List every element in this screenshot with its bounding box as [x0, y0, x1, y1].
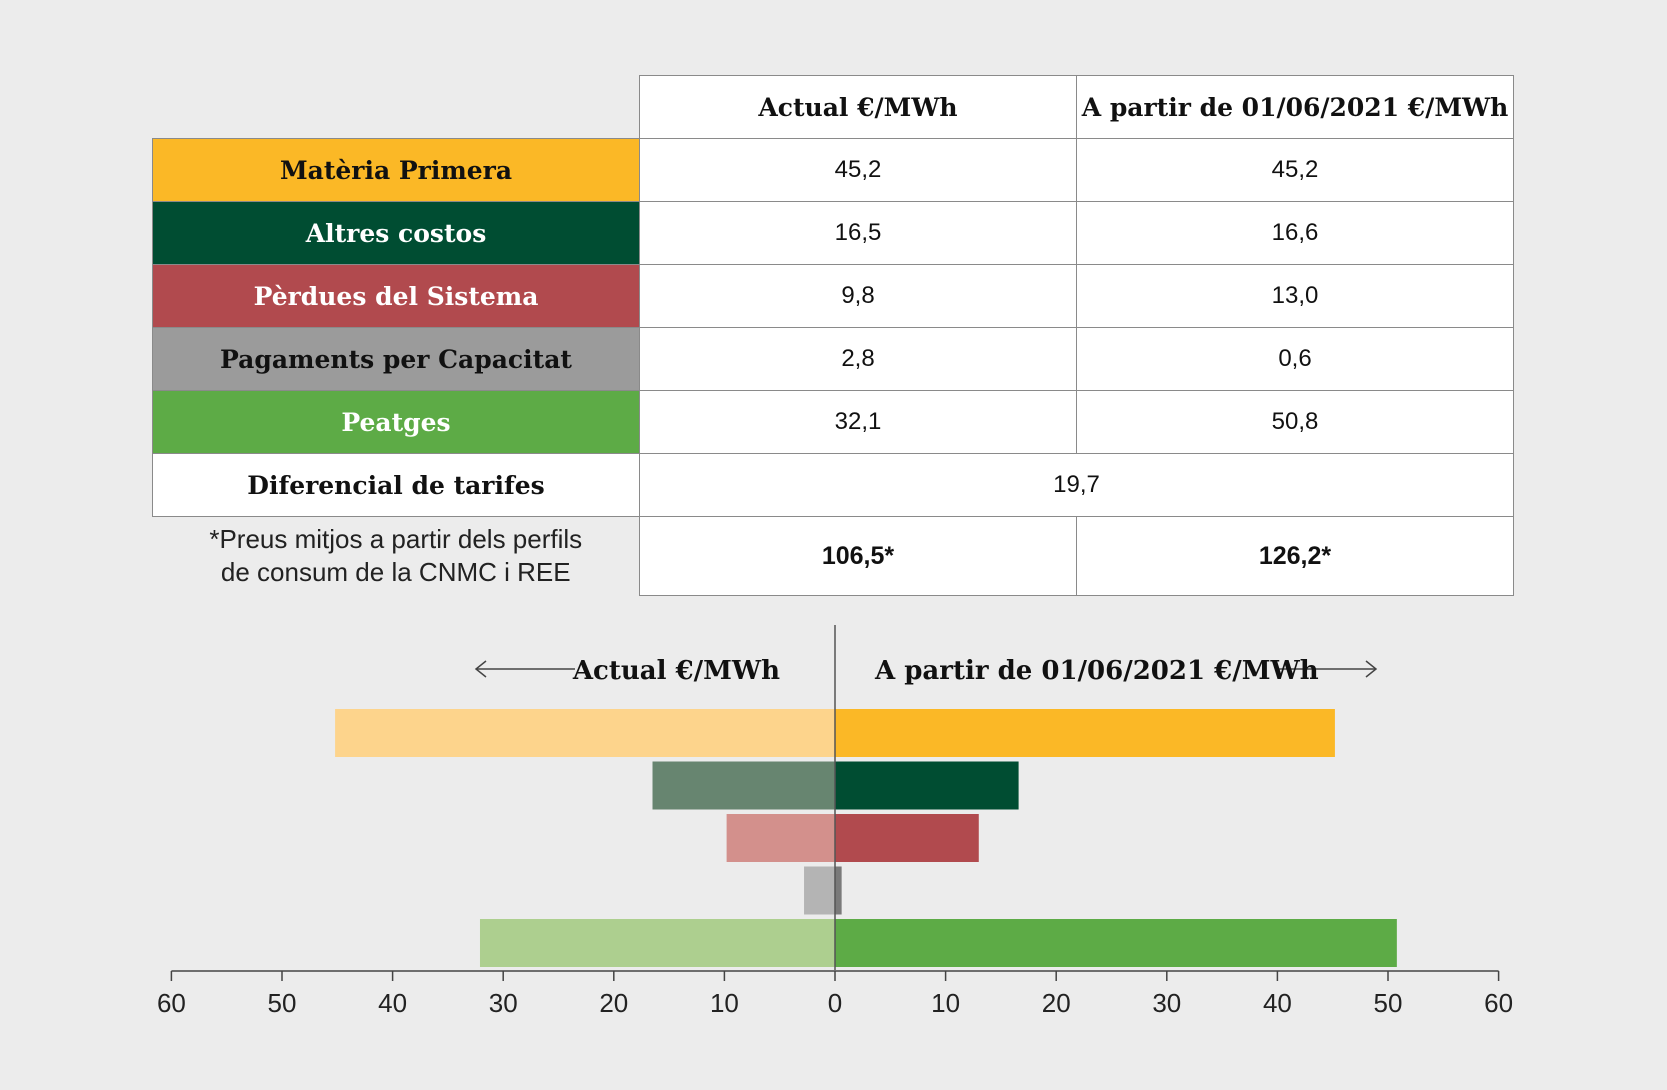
x-tick-label: 50: [268, 988, 297, 1018]
tariff-table: Actual €/MWh A partir de 01/06/2021 €/MW…: [152, 75, 1514, 596]
x-tick-label: 20: [599, 988, 628, 1018]
cell-actual: 32,1: [639, 390, 1077, 454]
bar-left-1: [652, 761, 835, 810]
row-label-pagaments-capacitat: Pagaments per Capacitat: [152, 327, 640, 391]
header-actual: Actual €/MWh: [639, 75, 1077, 139]
table-row: Matèria Primera 45,2 45,2: [152, 138, 1514, 202]
total-new: 126,2*: [1076, 516, 1514, 596]
footnote-line-2: de consum de la CNMC i REE: [220, 557, 571, 588]
x-tick-label: 10: [931, 988, 960, 1018]
x-tick-label: 60: [157, 988, 186, 1018]
bars-group: [335, 709, 1397, 967]
cell-new: 13,0: [1076, 264, 1514, 328]
bar-right-1: [835, 761, 1019, 810]
cell-actual: 45,2: [639, 138, 1077, 202]
bar-left-3: [804, 866, 835, 915]
bar-right-0: [835, 709, 1335, 757]
table-row: Pagaments per Capacitat 2,8 0,6: [152, 327, 1514, 391]
cell-actual: 16,5: [639, 201, 1077, 265]
left-direction-title: Actual €/MWh: [572, 656, 780, 686]
footnote: *Preus mitjos a partir dels perfils de c…: [153, 517, 640, 596]
row-label-altres-costos: Altres costos: [152, 201, 640, 265]
row-label-perdues-sistema: Pèrdues del Sistema: [152, 264, 640, 328]
cell-new: 16,6: [1076, 201, 1514, 265]
x-tick-label: 10: [710, 988, 739, 1018]
cell-actual: 2,8: [639, 327, 1077, 391]
table-row: Altres costos 16,5 16,6: [152, 201, 1514, 265]
x-tick-label: 20: [1042, 988, 1071, 1018]
bar-left-4: [479, 919, 835, 967]
x-tick-label: 0: [828, 988, 842, 1018]
x-tick-label: 40: [1263, 988, 1292, 1018]
cell-new: 0,6: [1076, 327, 1514, 391]
cell-actual: 9,8: [639, 264, 1077, 328]
table-row-total: *Preus mitjos a partir dels perfils de c…: [153, 516, 1514, 596]
right-arrow-icon: [1277, 660, 1378, 678]
bar-left-2: [726, 814, 835, 862]
table-header-row: Actual €/MWh A partir de 01/06/2021 €/MW…: [153, 75, 1514, 139]
total-actual: 106,5*: [639, 516, 1077, 596]
tariff-table-container: Actual €/MWh A partir de 01/06/2021 €/MW…: [152, 75, 1514, 596]
table-row-diferencial: Diferencial de tarifes 19,7: [152, 453, 1514, 517]
bar-left-0: [335, 709, 835, 757]
cell-new: 45,2: [1076, 138, 1514, 202]
x-tick-label: 30: [1152, 988, 1181, 1018]
header-new: A partir de 01/06/2021 €/MWh: [1076, 75, 1514, 139]
left-arrow-icon: [474, 660, 575, 678]
x-tick-label: 40: [378, 988, 407, 1018]
bar-right-2: [835, 814, 979, 862]
table-row: Pèrdues del Sistema 9,8 13,0: [152, 264, 1514, 328]
x-tick-label: 60: [1484, 988, 1513, 1018]
right-direction-title: A partir de 01/06/2021 €/MWh: [874, 656, 1319, 686]
x-tick-label: 30: [489, 988, 518, 1018]
bar-right-4: [835, 919, 1397, 967]
x-axis: 60 50 40 30 20 10 0 10 20 30 40 50 60: [157, 970, 1513, 1018]
bar-right-3: [835, 866, 842, 915]
x-tick-label: 50: [1374, 988, 1403, 1018]
footnote-line-1: *Preus mitjos a partir dels perfils: [209, 524, 583, 555]
row-label-diferencial: Diferencial de tarifes: [152, 453, 640, 517]
